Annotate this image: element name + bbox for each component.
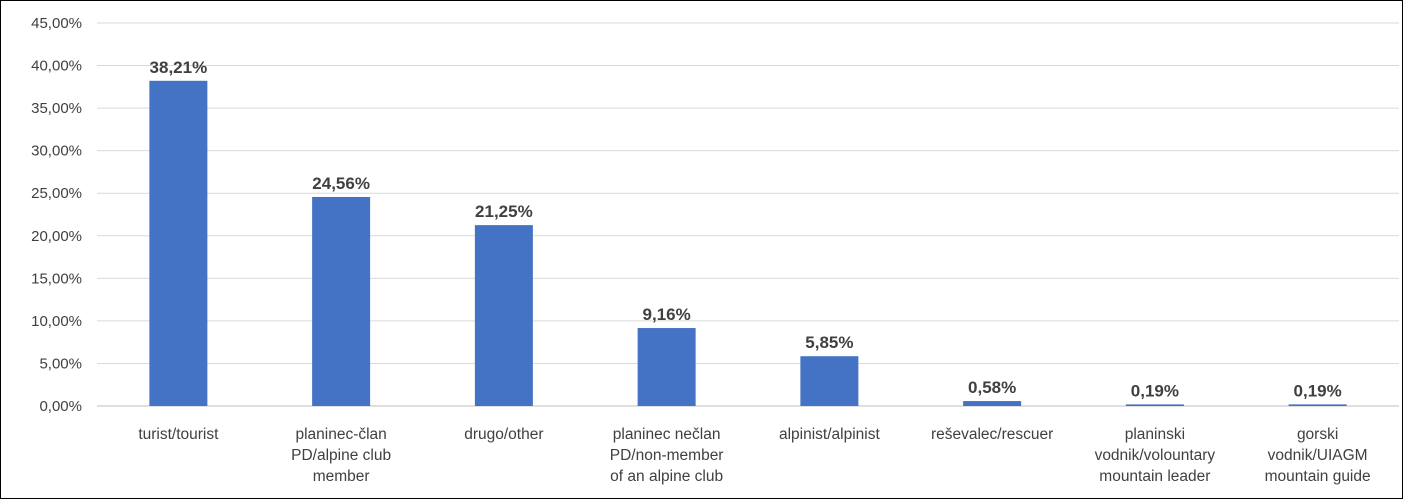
y-tick-label: 0,00% [39,398,82,415]
data-label: 21,25% [475,202,533,221]
bar [1125,404,1184,406]
y-tick-label: 5,00% [39,355,82,372]
category-label: gorski vodnik/UIAGM mountain guide [1265,426,1371,485]
category-label-line: PD/alpine club [291,447,391,464]
y-tick-label: 20,00% [31,228,82,245]
data-label: 5,85% [805,333,853,352]
data-label: 9,16% [643,305,691,324]
bar [963,401,1022,406]
category-label-line: vodnik/volountary [1095,447,1216,464]
category-label-line: planinski [1125,426,1185,443]
data-label: 0,19% [1294,381,1342,400]
category-label: reševalec/rescuer [931,426,1053,443]
y-tick-label: 10,00% [31,313,82,330]
category-label-line: PD/non-member [610,447,724,464]
y-tick-label: 15,00% [31,270,82,287]
category-label-line: turist/tourist [138,426,219,443]
category-label-line: alpinist/alpinist [779,426,880,443]
category-label-line: planinec-član [295,426,386,443]
y-tick-label: 25,00% [31,185,82,202]
category-label: planinec nečlan PD/non-member of an alpine… [610,426,724,485]
bar [474,225,533,406]
bar [149,80,208,407]
data-label: 38,21% [150,58,208,77]
bar [800,356,859,406]
category-label-line: gorski [1297,426,1338,443]
bar [1288,404,1347,406]
category-label-line: member [313,468,370,485]
data-label: 0,19% [1131,381,1179,400]
bar [637,328,696,406]
y-tick-label: 40,00% [31,58,82,75]
bar [312,196,371,406]
category-label: planinec-član PD/alpine club member [291,426,391,485]
category-label-line: of an alpine club [610,468,723,485]
category-label-line: reševalec/rescuer [931,426,1053,443]
category-label: drugo/other [464,426,543,443]
category-label-line: mountain leader [1099,468,1210,485]
category-label-line: mountain guide [1265,468,1371,485]
category-label: planinski vodnik/volountary mountain leade… [1095,426,1216,485]
y-tick-label: 45,00% [31,15,82,32]
data-label: 0,58% [968,378,1016,397]
y-tick-label: 35,00% [31,100,82,117]
category-label-line: vodnik/UIAGM [1268,447,1368,464]
category-label-line: planinec nečlan [613,426,721,443]
category-label: turist/tourist [138,426,219,443]
data-label: 24,56% [312,174,370,193]
category-label: alpinist/alpinist [779,426,880,443]
category-label-line: drugo/other [464,426,543,443]
y-tick-label: 30,00% [31,143,82,160]
